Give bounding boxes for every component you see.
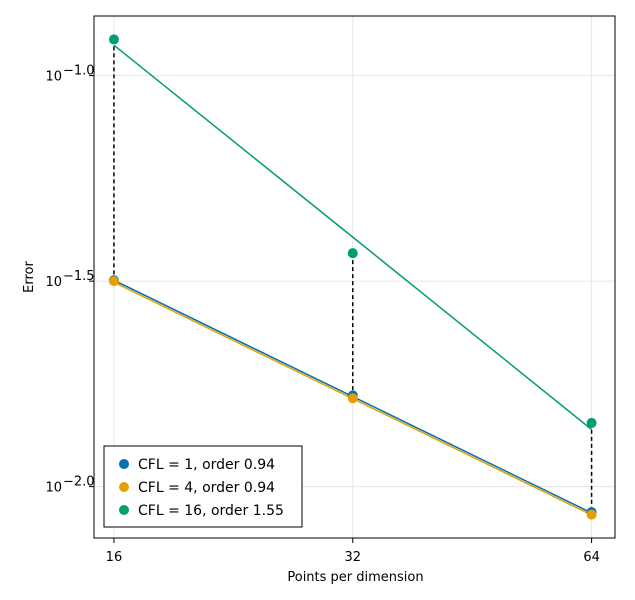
data-point (347, 393, 358, 404)
legend-label: CFL = 16, order 1.55 (138, 503, 284, 519)
x-axis-label: Points per dimension (287, 570, 423, 585)
y-tick-base: 10 (45, 275, 62, 290)
y-tick-base: 10 (45, 70, 62, 85)
data-point (586, 509, 597, 520)
y-tick-base: 10 (45, 481, 62, 496)
x-tick-label: 64 (583, 550, 600, 565)
y-tick-label: 10 −2.0 (45, 475, 94, 496)
data-points (108, 34, 597, 520)
legend-label: CFL = 1, order 0.94 (138, 457, 275, 473)
x-ticks: 16 32 64 (106, 538, 600, 565)
fit-line (113, 44, 593, 431)
y-tick-label: 10 −1.0 (45, 64, 94, 85)
y-tick-exponent: −1.0 (63, 64, 95, 79)
data-point (347, 248, 358, 259)
data-point (586, 417, 597, 428)
y-tick-exponent: −2.0 (63, 475, 95, 490)
data-point (108, 276, 119, 287)
data-point (108, 34, 119, 45)
legend-marker (119, 459, 129, 469)
legend-marker (119, 505, 129, 515)
y-tick-exponent: −1.5 (63, 269, 95, 284)
droplines (113, 39, 593, 515)
legend-label: CFL = 4, order 0.94 (138, 480, 275, 496)
x-tick-label: 32 (344, 550, 361, 565)
legend-box (103, 445, 303, 528)
legend: CFL = 1, order 0.94 CFL = 4, order 0.94 CF… (103, 445, 303, 528)
x-tick-label: 16 (106, 550, 123, 565)
plot-frame (93, 15, 616, 539)
legend-marker (119, 482, 129, 492)
y-axis-label: Error (22, 261, 37, 293)
y-tick-label: 10 −1.5 (45, 269, 94, 290)
y-ticks: 10 −1.010 −1.510 −2.0 (45, 64, 94, 496)
